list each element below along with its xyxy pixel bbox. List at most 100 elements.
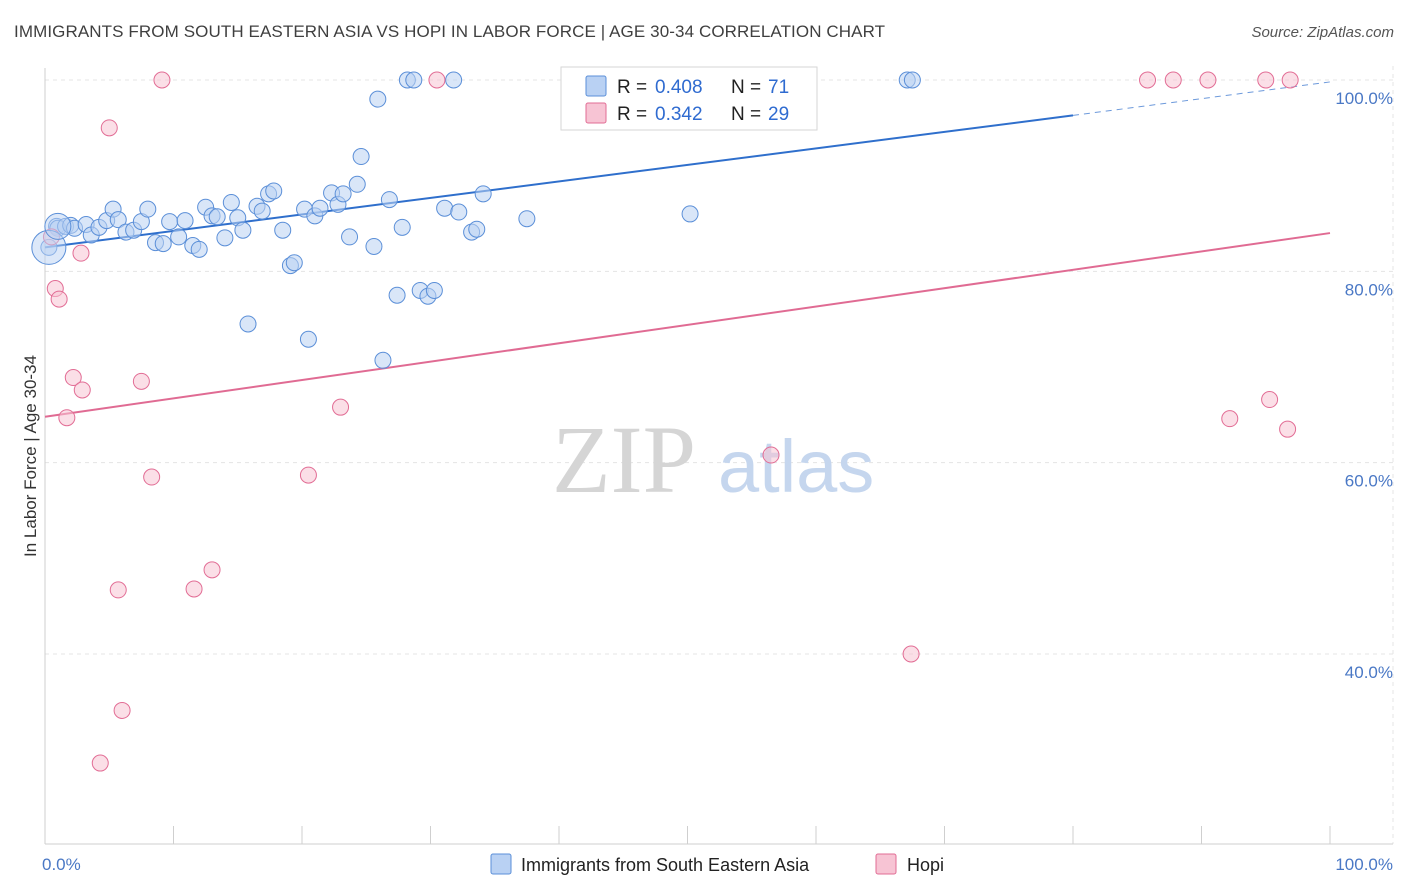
point-immigrants [161,213,179,231]
point-hopi [1257,71,1275,89]
point-immigrants [380,191,398,209]
trend-line-hopi [44,232,1331,418]
point-immigrants [388,286,406,304]
point-immigrants [311,199,329,217]
grid-lines [45,66,1394,844]
legend-n-value: 29 [768,104,789,125]
point-hopi [1139,71,1157,89]
legend-swatch-hopi [585,102,607,124]
trend-line-immigrants [44,114,1074,249]
point-immigrants [208,208,226,226]
point-immigrants [369,90,387,108]
point-hopi [185,580,203,598]
point-hopi [203,561,221,579]
point-immigrants [253,202,271,220]
bottom-legend-label-immigrants: Immigrants from South Eastern Asia [521,855,810,875]
point-hopi [902,645,920,663]
point-hopi [72,244,90,262]
tick-labels: 40.0% 60.0% 80.0% 100.0% 0.0% 100.0% [42,89,1393,874]
point-hopi [1221,410,1239,428]
point-immigrants [109,211,127,229]
point-hopi [100,119,118,137]
point-immigrants [44,212,72,240]
point-hopi [91,754,109,772]
point-immigrants [348,175,366,193]
point-immigrants [374,351,392,369]
legend-r-value: 0.342 [655,104,703,125]
watermark-zip: ZIP [552,406,696,513]
y-tick-label: 60.0% [1345,472,1393,491]
point-hopi [1261,391,1279,409]
point-immigrants [450,203,468,221]
point-hopi [1164,71,1182,89]
point-hopi [64,369,82,387]
point-immigrants [681,205,699,223]
trend-lines [44,81,1331,418]
point-hopi [50,290,68,308]
point-immigrants [234,221,252,239]
legend-n-value: 71 [768,77,789,98]
point-immigrants [285,254,303,272]
point-hopi [299,466,317,484]
point-hopi [58,409,76,427]
point-immigrants [405,71,423,89]
point-immigrants [265,182,283,200]
legend-n-label: N = [731,77,761,98]
watermark: ZIP atlas [552,406,874,513]
point-hopi [113,701,131,719]
y-tick-label: 100.0% [1335,89,1393,108]
bottom-legend-swatch-hopi [875,853,897,875]
point-immigrants [334,185,352,203]
point-immigrants [170,228,188,246]
point-immigrants [903,71,921,89]
point-immigrants [341,228,359,246]
y-axis-label: In Labor Force | Age 30-34 [21,355,40,557]
point-immigrants [518,210,536,228]
point-immigrants [474,185,492,203]
x-tick-label: 0.0% [42,855,81,874]
point-hopi [1281,71,1299,89]
legend-r-value: 0.408 [655,77,703,98]
point-immigrants [352,148,370,166]
point-immigrants [216,229,234,247]
chart-title: IMMIGRANTS FROM SOUTH EASTERN ASIA VS HO… [14,22,886,41]
point-immigrants [274,221,292,239]
point-immigrants [425,281,443,299]
point-immigrants [154,235,172,253]
point-immigrants [445,71,463,89]
legend-r-label: R = [617,104,647,125]
x-tick-label: 100.0% [1335,855,1393,874]
source-label: Source: ZipAtlas.com [1251,24,1394,41]
legend-n-label: N = [731,104,761,125]
point-immigrants [365,237,383,255]
point-immigrants [436,199,454,217]
point-immigrants [299,330,317,348]
point-hopi [143,468,161,486]
point-hopi [73,381,91,399]
bottom-legend-label-hopi: Hopi [907,855,944,875]
legend-swatch-immigrants [585,75,607,97]
point-immigrants [176,212,194,230]
watermark-atlas: atlas [718,425,874,508]
point-immigrants [393,218,411,236]
point-hopi [1199,71,1217,89]
legend: R = 0.408 N = 71 R = 0.342 N = 29 [560,66,818,131]
point-immigrants [468,220,486,238]
point-hopi [1279,420,1297,438]
legend-r-label: R = [617,77,647,98]
point-hopi [109,581,127,599]
point-immigrants [139,200,157,218]
bottom-legend-swatch-immigrants [490,853,512,875]
point-hopi [153,71,171,89]
data-points [31,71,1299,772]
y-tick-label: 80.0% [1345,280,1393,299]
point-immigrants [190,240,208,258]
bottom-legend: Immigrants from South Eastern Asia Hopi [490,853,944,875]
point-hopi [428,71,446,89]
axes [44,68,1393,845]
point-immigrants [239,315,257,333]
point-immigrants [222,193,240,211]
point-hopi [132,372,150,390]
point-hopi [332,398,350,416]
